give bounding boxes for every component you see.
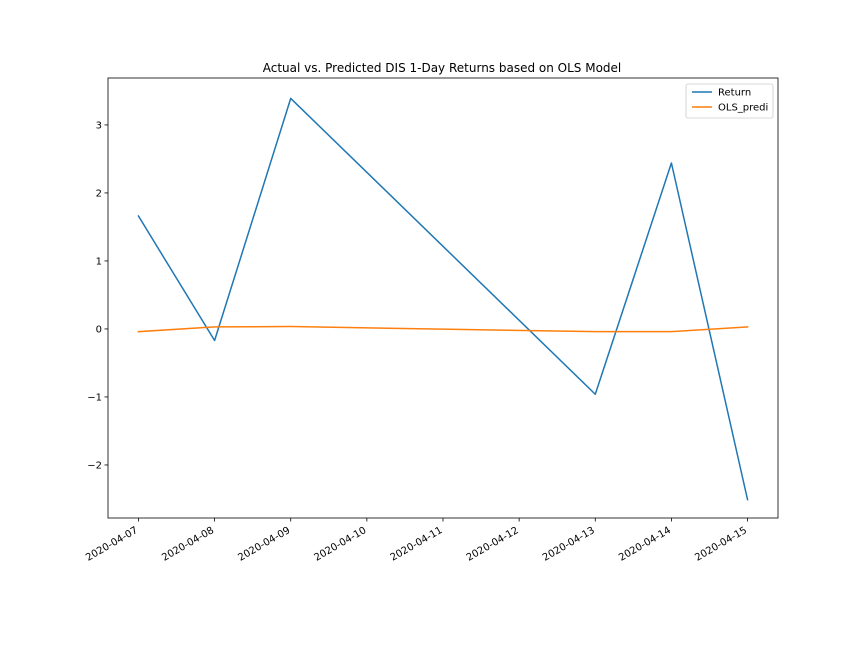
x-tick-label: 2020-04-12 <box>465 525 521 564</box>
chart-title: Actual vs. Predicted DIS 1-Day Returns b… <box>263 61 622 75</box>
x-axis-ticks: 2020-04-07 2020-04-08 2020-04-09 2020-04-10… <box>84 518 749 564</box>
x-tick-label: 2020-04-13 <box>541 525 597 564</box>
plot-frame <box>107 77 779 519</box>
legend-label: OLS_predi <box>718 103 768 114</box>
x-tick-label: 2020-04-14 <box>617 525 673 564</box>
y-axis-ticks: 3 2 1 0 −1 −2 <box>87 120 108 471</box>
y-tick-label: 2 <box>96 188 102 199</box>
x-tick-label: 2020-04-08 <box>160 525 216 564</box>
x-tick-label: 2020-04-10 <box>313 525 369 564</box>
y-tick-label: −2 <box>87 460 102 471</box>
series-line-return <box>137 97 749 501</box>
y-tick-label: 1 <box>96 256 102 267</box>
legend: Return OLS_predi <box>685 83 774 119</box>
x-tick-label: 2020-04-09 <box>236 525 292 564</box>
y-tick-label: 3 <box>96 120 102 131</box>
y-tick-label: −1 <box>87 392 102 403</box>
y-tick-label: 0 <box>96 324 102 335</box>
x-tick-label: 2020-04-15 <box>693 525 749 564</box>
x-tick-label: 2020-04-11 <box>389 525 445 564</box>
x-tick-label: 2020-04-07 <box>84 525 140 564</box>
series-line-ols-predi <box>137 325 749 333</box>
plot-lines <box>137 97 749 501</box>
axes <box>107 77 779 519</box>
legend-label: Return <box>718 88 751 99</box>
